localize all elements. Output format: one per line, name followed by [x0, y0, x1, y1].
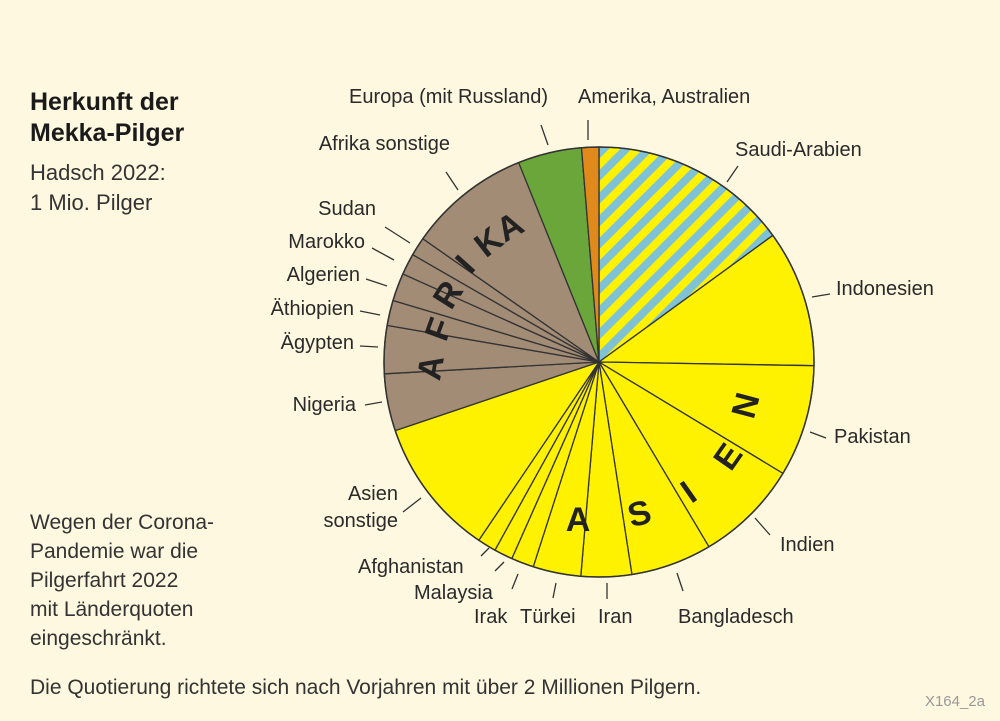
leader-line-ägypten — [359, 345, 379, 348]
slice-label-saudi-arabien: Saudi-Arabien — [735, 139, 862, 161]
leader-line-asien-sonstige — [402, 497, 422, 513]
pie-outline — [383, 146, 815, 578]
slice-label-europa-mit-russland: Europa (mit Russland) — [349, 86, 548, 108]
leader-line-saudi-arabien — [726, 165, 739, 183]
slice-label-nigeria: Nigeria — [293, 394, 357, 416]
slice-label-irak: Irak — [474, 606, 508, 628]
graphic-code: X164_2a — [925, 693, 986, 710]
chart-title-line1: Herkunft der — [30, 88, 179, 116]
note-line: mit Länderquoten — [30, 598, 193, 621]
slice-label-marokko: Marokko — [288, 231, 365, 253]
slice-label-indien: Indien — [780, 534, 835, 556]
note-line: eingeschränkt. — [30, 627, 167, 650]
note-line: Wegen der Corona- — [30, 511, 214, 534]
leader-line-äthiopien — [359, 310, 381, 316]
leader-line-irak — [511, 573, 519, 590]
leader-line-sudan — [384, 226, 411, 244]
leader-line-europa-mit-russland — [540, 124, 549, 146]
slice-label-amerika-australien: Amerika, Australien — [578, 86, 750, 108]
leader-line-marokko — [371, 247, 395, 261]
leader-line-indien — [754, 517, 771, 536]
slice-labels: Saudi-Arabien Indonesien Pakistan Indien Ban… — [271, 86, 934, 628]
slice-label-türkei: Türkei — [520, 606, 576, 628]
leader-line-pakistan — [809, 431, 827, 439]
leader-line-malaysia — [494, 561, 505, 572]
slice-label-iran: Iran — [598, 606, 632, 628]
slice-label-sudan: Sudan — [318, 198, 376, 220]
leader-line-nigeria — [364, 401, 383, 406]
slice-label-pakistan: Pakistan — [834, 426, 911, 448]
slice-label-ägypten: Ägypten — [281, 332, 354, 354]
chart-title-line2: Mekka-Pilger — [30, 119, 185, 147]
leader-line-algerien — [365, 278, 388, 287]
slice-label-bangladesch: Bangladesch — [678, 606, 794, 628]
slice-label-asien-sonstige: Asien — [348, 483, 398, 505]
leader-line-afghanistan — [480, 547, 490, 557]
note-line: Pilgerfahrt 2022 — [30, 569, 178, 592]
group-label-asia-letter: A — [566, 501, 591, 539]
slice-label-afghanistan: Afghanistan — [358, 556, 464, 578]
leader-line-bangladesch — [676, 572, 684, 592]
note-line: Pandemie war die — [30, 540, 198, 563]
subtitle-line2: 1 Mio. Pilger — [30, 190, 152, 215]
subtitle-line1: Hadsch 2022: — [30, 160, 166, 185]
pie-slices — [383, 146, 815, 578]
leader-line-türkei — [552, 582, 557, 599]
slice-label-asien-sonstige: sonstige — [324, 510, 399, 532]
slice-label-indonesien: Indonesien — [836, 278, 934, 300]
leader-line-afrika-sonstige — [445, 171, 459, 191]
footer-note: Die Quotierung richtete sich nach Vorjah… — [30, 676, 701, 699]
slice-label-malaysia: Malaysia — [414, 582, 494, 604]
leader-line-indonesien — [811, 293, 831, 298]
slice-label-algerien: Algerien — [287, 264, 360, 286]
slice-label-äthiopien: Äthiopien — [271, 298, 354, 320]
slice-label-afrika-sonstige: Afrika sonstige — [319, 133, 450, 155]
